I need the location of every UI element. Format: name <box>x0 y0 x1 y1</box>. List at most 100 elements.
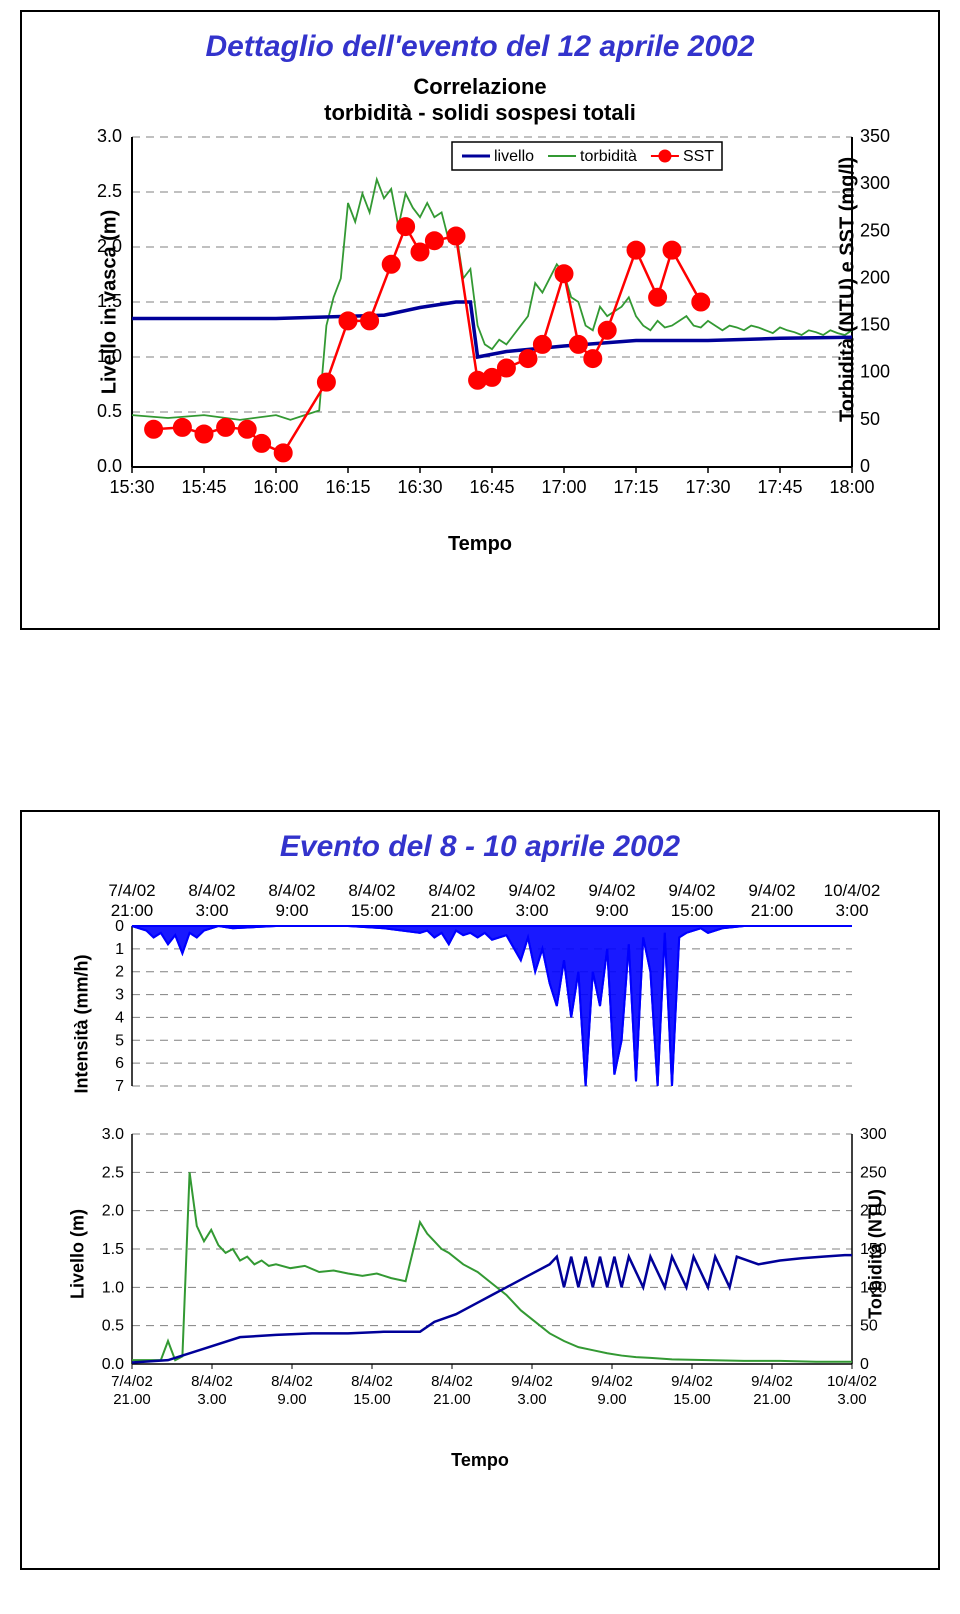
svg-text:3:00: 3:00 <box>195 901 228 920</box>
svg-text:9.00: 9.00 <box>597 1391 626 1408</box>
svg-text:200: 200 <box>860 267 890 287</box>
svg-text:0.5: 0.5 <box>97 401 122 421</box>
svg-text:5: 5 <box>115 1032 124 1049</box>
svg-text:8/4/02: 8/4/02 <box>268 881 315 900</box>
svg-text:2: 2 <box>115 964 124 981</box>
svg-text:21.00: 21.00 <box>113 1391 151 1408</box>
svg-text:9/4/02: 9/4/02 <box>511 1373 553 1390</box>
svg-text:3.0: 3.0 <box>97 127 122 146</box>
svg-text:0: 0 <box>860 1356 869 1373</box>
panel1-title: Dettaglio dell'evento del 12 aprile 2002 <box>22 12 938 74</box>
svg-text:50: 50 <box>860 409 880 429</box>
svg-text:18:00: 18:00 <box>829 477 874 497</box>
svg-text:17:30: 17:30 <box>685 477 730 497</box>
svg-text:17:45: 17:45 <box>757 477 802 497</box>
svg-text:8/4/02: 8/4/02 <box>351 1373 393 1390</box>
svg-text:6: 6 <box>115 1055 124 1072</box>
panel1-xlabel: Tempo <box>22 527 938 572</box>
svg-text:10/4/02: 10/4/02 <box>827 1373 877 1390</box>
panel2-chartA-svg: 7/4/0221:008/4/023:008/4/029:008/4/0215:… <box>22 874 942 1114</box>
svg-text:16:00: 16:00 <box>253 477 298 497</box>
svg-text:8/4/02: 8/4/02 <box>271 1373 313 1390</box>
svg-text:15:30: 15:30 <box>109 477 154 497</box>
svg-text:250: 250 <box>860 220 890 240</box>
svg-text:7/4/02: 7/4/02 <box>111 1373 153 1390</box>
panel2-chartA-wrap: Intensità (mm/h) 7/4/0221:008/4/023:008/… <box>22 874 938 1114</box>
svg-text:9/4/02: 9/4/02 <box>748 881 795 900</box>
svg-text:1.0: 1.0 <box>102 1279 124 1296</box>
svg-text:2.5: 2.5 <box>97 181 122 201</box>
svg-text:10/4/02: 10/4/02 <box>824 881 881 900</box>
svg-text:1: 1 <box>115 941 124 958</box>
svg-text:0: 0 <box>115 918 124 935</box>
panel2-title: Evento del 8 - 10 aprile 2002 <box>22 812 938 874</box>
panel-top: Dettaglio dell'evento del 12 aprile 2002… <box>20 10 940 630</box>
svg-text:15:45: 15:45 <box>181 477 226 497</box>
panel1-chart-wrap: Livello in vasca (m) Torbidità (NTU) e S… <box>22 127 938 527</box>
svg-text:15.00: 15.00 <box>673 1391 711 1408</box>
svg-text:9:00: 9:00 <box>595 901 628 920</box>
svg-text:torbidità: torbidità <box>580 148 637 165</box>
svg-text:8/4/02: 8/4/02 <box>431 1373 473 1390</box>
panel1-chart-svg: 0.00.51.01.52.02.53.00501001502002503003… <box>22 127 942 527</box>
panel2-xlabel: Tempo <box>22 1444 938 1487</box>
panel-bottom: Evento del 8 - 10 aprile 2002 Intensità … <box>20 810 940 1570</box>
svg-text:21.00: 21.00 <box>433 1391 471 1408</box>
svg-text:2.0: 2.0 <box>102 1203 124 1220</box>
svg-text:16:15: 16:15 <box>325 477 370 497</box>
svg-text:15.00: 15.00 <box>353 1391 391 1408</box>
svg-text:3:00: 3:00 <box>515 901 548 920</box>
svg-text:300: 300 <box>860 173 890 193</box>
svg-text:350: 350 <box>860 127 890 146</box>
svg-text:9/4/02: 9/4/02 <box>751 1373 793 1390</box>
svg-text:0: 0 <box>860 456 870 476</box>
svg-text:9:00: 9:00 <box>275 901 308 920</box>
svg-text:17:15: 17:15 <box>613 477 658 497</box>
svg-text:9/4/02: 9/4/02 <box>588 881 635 900</box>
svg-text:16:45: 16:45 <box>469 477 514 497</box>
svg-text:100: 100 <box>860 361 890 381</box>
svg-text:16:30: 16:30 <box>397 477 442 497</box>
svg-text:7: 7 <box>115 1078 124 1095</box>
svg-text:8/4/02: 8/4/02 <box>428 881 475 900</box>
svg-text:3.0: 3.0 <box>102 1126 124 1143</box>
svg-text:21:00: 21:00 <box>431 901 474 920</box>
panel2B-ylabel-right: Torbidità (NTU) <box>866 1174 887 1334</box>
svg-text:15:00: 15:00 <box>351 901 394 920</box>
svg-text:21:00: 21:00 <box>751 901 794 920</box>
panel1-supertitle: Correlazione torbidità - solidi sospesi … <box>22 74 938 127</box>
svg-text:0.5: 0.5 <box>102 1318 124 1335</box>
svg-text:3: 3 <box>115 987 124 1004</box>
svg-text:4: 4 <box>115 1009 124 1026</box>
svg-text:0.0: 0.0 <box>97 456 122 476</box>
svg-text:3.00: 3.00 <box>837 1391 866 1408</box>
svg-text:3.00: 3.00 <box>197 1391 226 1408</box>
svg-text:7/4/02: 7/4/02 <box>108 881 155 900</box>
svg-text:8/4/02: 8/4/02 <box>348 881 395 900</box>
panel2B-ylabel-left: Livello (m) <box>68 1194 89 1314</box>
svg-text:livello: livello <box>494 148 534 165</box>
svg-text:3.00: 3.00 <box>517 1391 546 1408</box>
svg-text:150: 150 <box>860 314 890 334</box>
svg-text:9/4/02: 9/4/02 <box>508 881 555 900</box>
panel1-ylabel-left: Livello in vasca (m) <box>99 202 122 402</box>
panel1-ylabel-right: Torbidità (NTU) e SST (mg/l) <box>837 182 860 422</box>
svg-text:21.00: 21.00 <box>753 1391 791 1408</box>
svg-text:0.0: 0.0 <box>102 1356 124 1373</box>
svg-text:8/4/02: 8/4/02 <box>188 881 235 900</box>
panel2-chartB-wrap: Livello (m) Torbidità (NTU) 0.0 0.5 1.0 1.5… <box>22 1124 938 1444</box>
svg-text:3:00: 3:00 <box>835 901 868 920</box>
svg-text:SST: SST <box>683 148 714 165</box>
svg-text:9/4/02: 9/4/02 <box>668 881 715 900</box>
panel2A-ylabel: Intensità (mm/h) <box>72 934 93 1114</box>
svg-text:17:00: 17:00 <box>541 477 586 497</box>
svg-text:8/4/02: 8/4/02 <box>191 1373 233 1390</box>
svg-text:1.5: 1.5 <box>102 1241 124 1258</box>
svg-text:2.5: 2.5 <box>102 1164 124 1181</box>
svg-text:300: 300 <box>860 1126 887 1143</box>
panel2-chartB-svg: 0.00.51.01.52.02.53.00501001502002503007… <box>22 1124 942 1444</box>
svg-text:9.00: 9.00 <box>277 1391 306 1408</box>
svg-text:9/4/02: 9/4/02 <box>591 1373 633 1390</box>
svg-text:15:00: 15:00 <box>671 901 714 920</box>
svg-text:9/4/02: 9/4/02 <box>671 1373 713 1390</box>
